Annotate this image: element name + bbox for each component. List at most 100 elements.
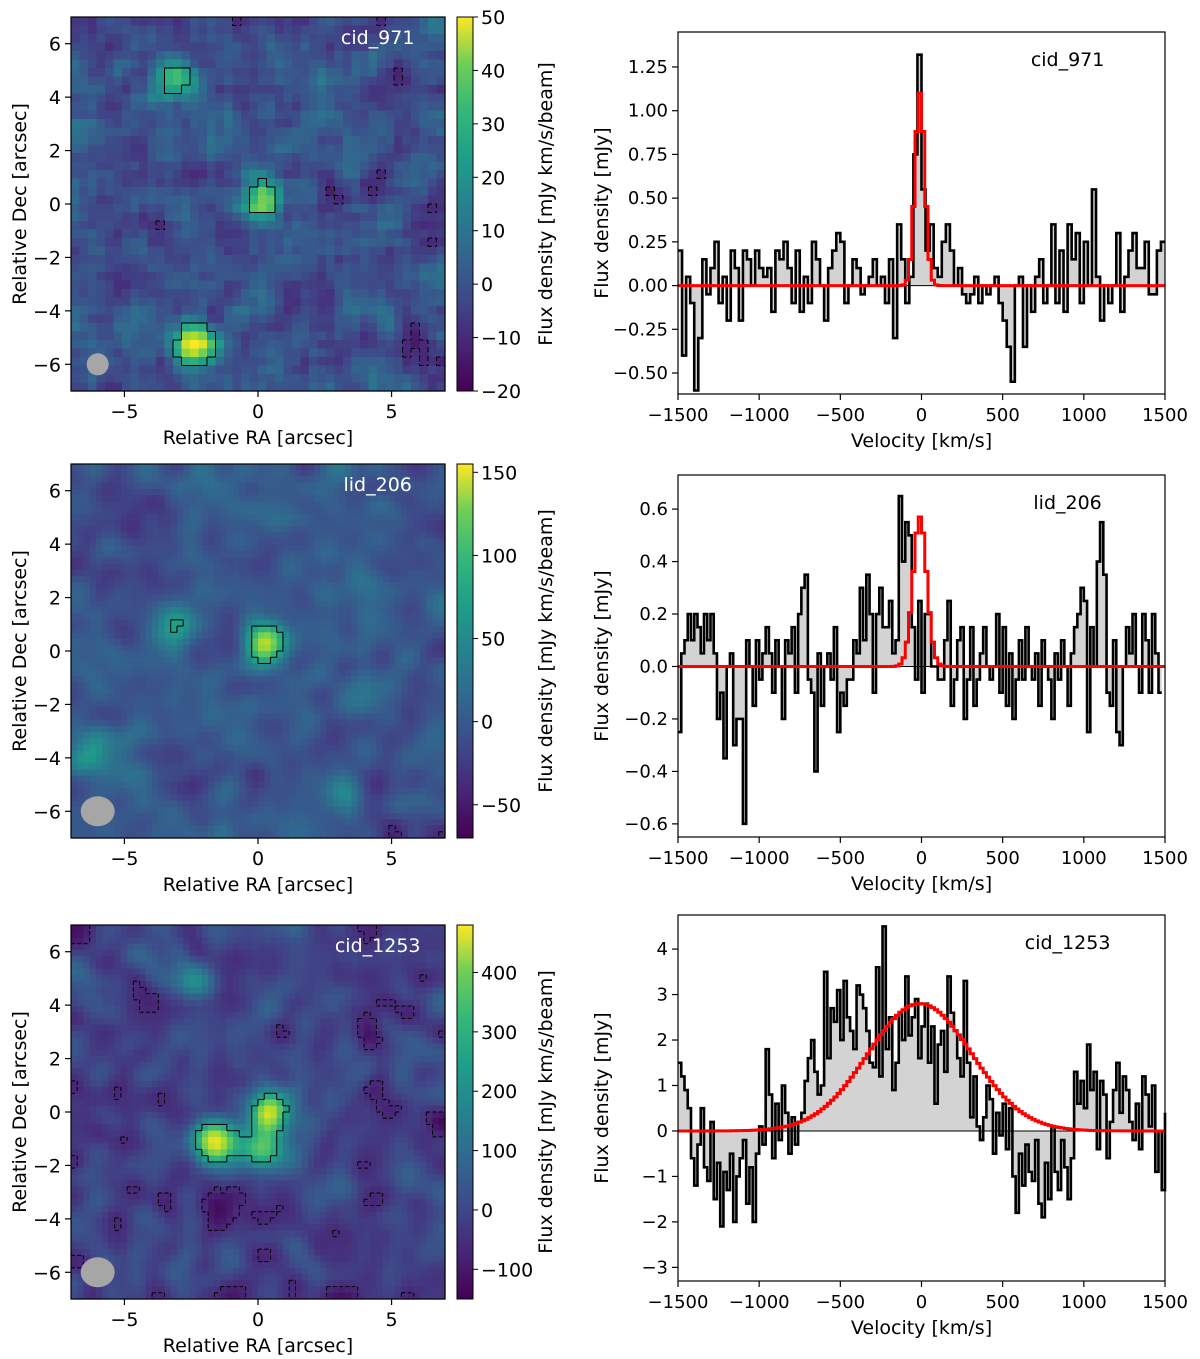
map-pixel xyxy=(208,738,215,746)
map-pixel xyxy=(113,348,123,358)
map-pixel xyxy=(89,501,97,509)
map-pixel xyxy=(189,569,197,577)
map-pixel xyxy=(401,601,409,608)
map-pixel xyxy=(320,507,328,515)
map-pixel xyxy=(385,93,395,103)
map-pixel xyxy=(419,136,429,146)
map-pixel xyxy=(307,576,315,584)
map-pixel xyxy=(394,136,404,146)
map-pixel xyxy=(83,719,91,727)
map-pixel xyxy=(363,551,371,559)
map-pixel xyxy=(394,331,404,341)
map-pixel xyxy=(419,314,429,324)
map-pixel xyxy=(130,314,140,324)
map-pixel xyxy=(370,576,378,584)
map-pixel xyxy=(326,464,334,471)
map-pixel xyxy=(402,170,412,180)
map-pixel xyxy=(320,707,328,714)
map-pixel xyxy=(438,563,446,571)
map-pixel xyxy=(89,738,97,746)
map-pixel xyxy=(363,738,371,746)
map-pixel xyxy=(105,34,115,44)
map-pixel xyxy=(343,25,353,35)
map-pixel xyxy=(402,289,412,299)
map-pixel xyxy=(71,365,81,375)
map-pixel xyxy=(382,682,390,689)
map-pixel xyxy=(307,707,315,714)
map-pixel xyxy=(71,51,81,61)
map-pixel xyxy=(249,76,259,86)
map-pixel xyxy=(282,551,290,559)
map-pixel xyxy=(395,719,402,727)
map-pixel xyxy=(382,601,390,608)
map-pixel xyxy=(402,331,412,341)
map-pixel xyxy=(105,272,115,282)
map-pixel xyxy=(95,688,103,696)
map-pixel xyxy=(345,464,353,471)
map-pixel xyxy=(89,532,97,540)
map-pixel xyxy=(376,488,384,496)
map-pixel xyxy=(156,297,166,307)
map-pixel xyxy=(164,204,174,214)
map-pixel xyxy=(388,657,396,665)
map-pixel xyxy=(363,732,371,739)
map-pixel xyxy=(407,619,415,627)
map-pixel xyxy=(407,713,415,721)
map-pixel xyxy=(145,526,153,534)
map-pixel xyxy=(258,675,265,683)
map-pixel xyxy=(258,651,265,658)
map-pixel xyxy=(232,238,242,248)
map-pixel xyxy=(249,25,259,35)
map-pixel xyxy=(407,725,415,733)
map-pixel xyxy=(276,476,284,484)
map-pixel xyxy=(264,513,272,521)
map-pixel xyxy=(351,738,359,746)
map-pixel xyxy=(83,495,91,502)
map-pixel xyxy=(266,238,276,248)
map-pixel xyxy=(289,719,296,727)
map-pixel xyxy=(428,136,438,146)
map-pixel xyxy=(181,204,191,214)
map-pixel xyxy=(351,476,359,484)
map-pixel xyxy=(270,663,278,671)
map-pixel xyxy=(407,694,415,702)
map-pixel xyxy=(428,153,438,163)
map-pixel xyxy=(83,576,91,584)
map-pixel xyxy=(276,750,284,758)
map-pixel xyxy=(120,488,128,496)
map-pixel xyxy=(96,93,106,103)
map-pixel xyxy=(258,551,265,559)
map-pixel xyxy=(88,59,98,69)
map-pixel xyxy=(385,246,395,256)
map-pixel xyxy=(388,719,396,727)
map-pixel xyxy=(214,551,222,559)
map-pixel xyxy=(176,657,184,665)
map-pixel xyxy=(266,59,276,69)
map-pixel xyxy=(436,357,446,367)
map-pixel xyxy=(208,551,215,559)
map-pixel xyxy=(343,59,353,69)
map-pixel xyxy=(258,626,265,633)
map-pixel xyxy=(208,532,215,540)
map-pixel xyxy=(326,476,334,484)
map-pixel xyxy=(295,538,303,546)
map-pixel xyxy=(345,538,353,546)
map-pixel xyxy=(426,501,434,509)
map-pixel xyxy=(419,76,429,86)
map-pixel xyxy=(207,127,217,137)
map-pixel xyxy=(420,538,427,546)
map-pixel xyxy=(264,538,272,546)
map-pixel xyxy=(249,255,259,265)
map-pixel xyxy=(360,110,370,120)
map-pixel xyxy=(79,127,89,137)
map-pixel xyxy=(233,644,240,652)
map-pixel xyxy=(320,588,328,596)
map-pixel xyxy=(258,263,268,273)
map-pixel xyxy=(419,93,429,103)
map-pixel xyxy=(164,470,172,478)
map-pixel xyxy=(71,638,78,646)
map-pixel xyxy=(385,59,395,69)
map-pixel xyxy=(133,538,141,546)
map-pixel xyxy=(181,212,191,222)
map-pixel xyxy=(147,348,157,358)
